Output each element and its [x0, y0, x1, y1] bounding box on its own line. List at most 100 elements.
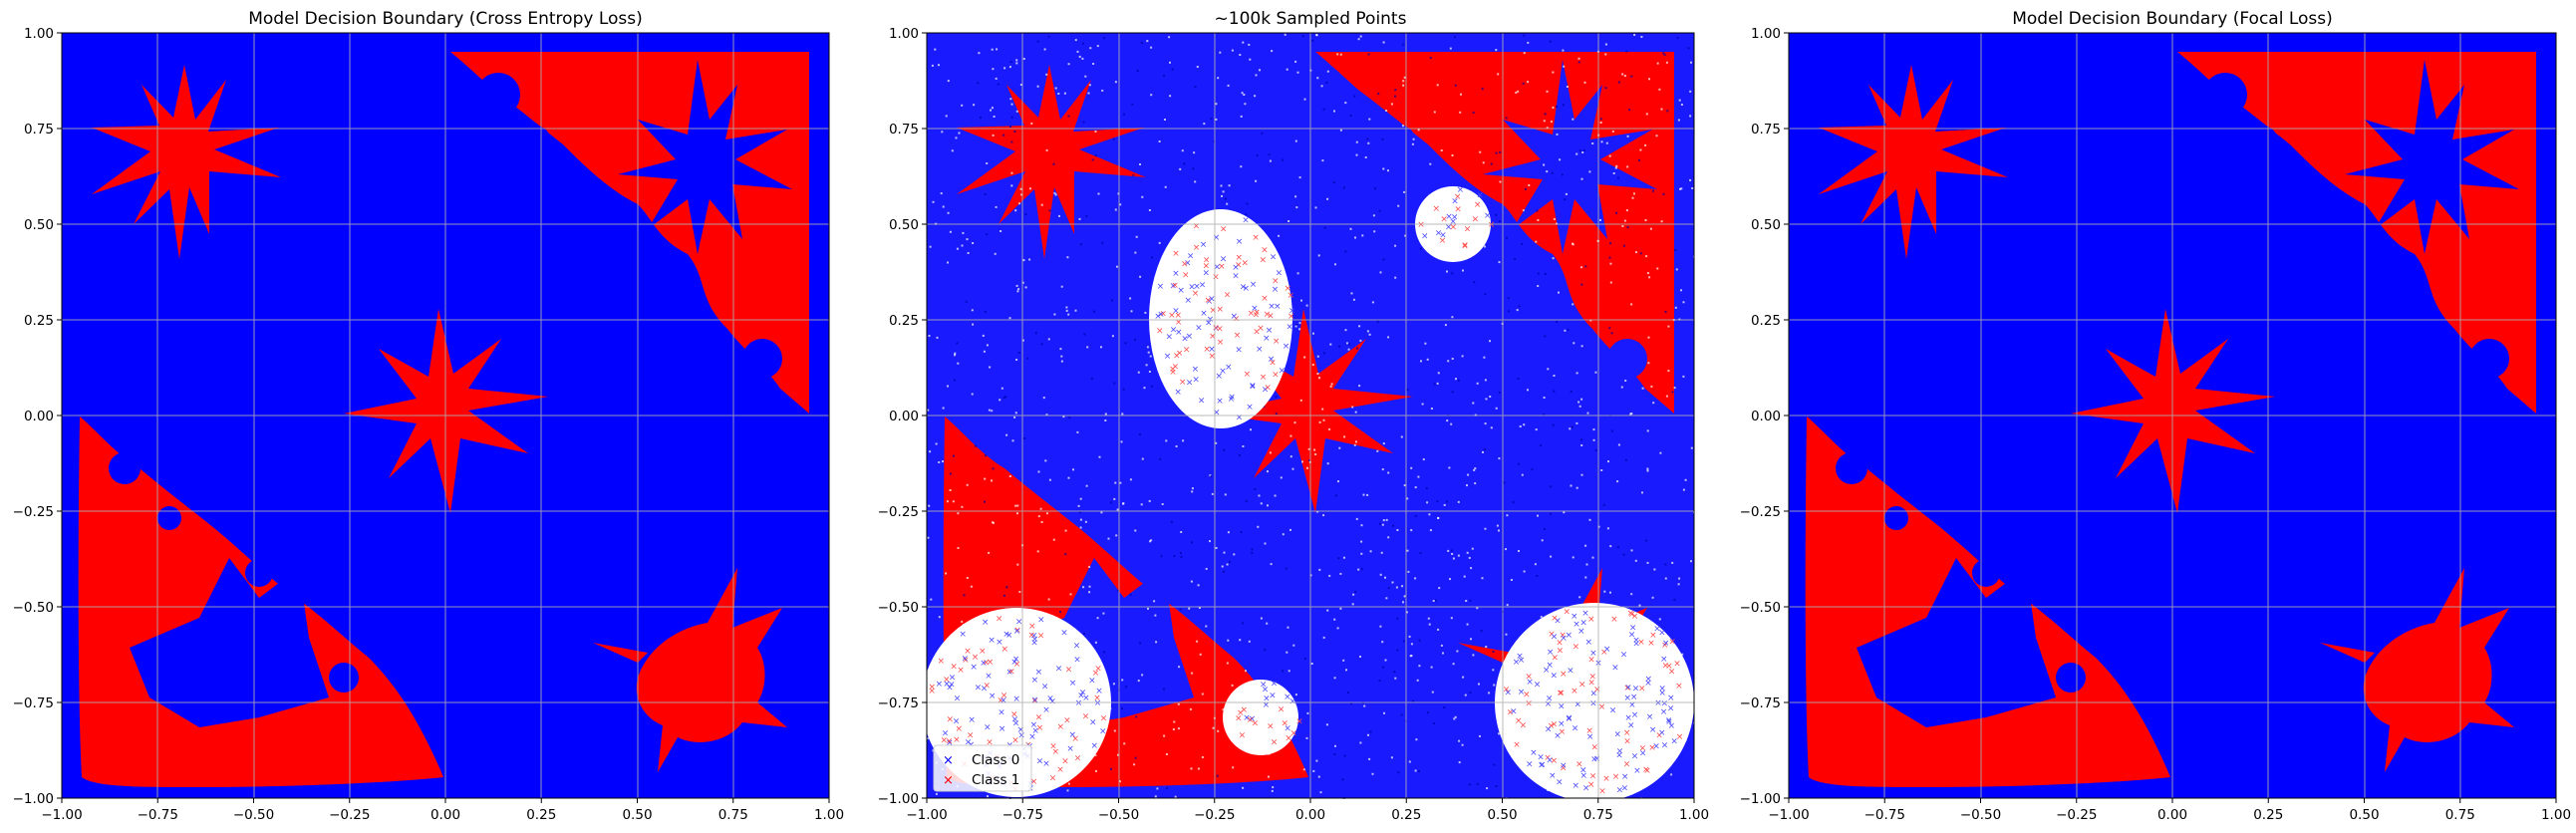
noise-point — [1112, 683, 1115, 686]
noise-point — [1599, 218, 1601, 221]
noise-point — [1403, 595, 1406, 598]
noise-point — [1113, 497, 1116, 500]
noise-point — [1282, 670, 1285, 673]
noise-point — [1065, 309, 1068, 312]
sparse-point: × — [1472, 215, 1480, 225]
noise-point — [1456, 650, 1459, 653]
noise-point — [1016, 563, 1019, 566]
noise-point — [1485, 646, 1488, 649]
sparse-point: × — [1566, 714, 1574, 724]
noise-point — [1395, 586, 1398, 589]
sparse-point: × — [1267, 721, 1275, 731]
noise-point — [1154, 795, 1157, 798]
noise-point — [1229, 560, 1231, 563]
sparse-point: × — [950, 663, 958, 673]
noise-point — [1139, 642, 1142, 645]
noise-point — [949, 489, 952, 491]
noise-point — [1658, 618, 1661, 621]
sparse-point: × — [1236, 237, 1244, 247]
noise-point — [1466, 484, 1468, 487]
noise-point — [1381, 666, 1384, 669]
noise-point — [1060, 360, 1063, 363]
noise-point — [1486, 787, 1489, 790]
noise-point — [1054, 87, 1057, 90]
noise-point — [1401, 585, 1404, 588]
sparse-point: × — [1049, 774, 1057, 784]
noise-point — [1289, 528, 1291, 531]
noise-point — [1325, 723, 1328, 726]
sparse-point: × — [1587, 679, 1595, 689]
sparse-point: × — [1554, 731, 1562, 741]
noise-point — [1410, 466, 1413, 469]
sparse-point: × — [1035, 668, 1043, 678]
noise-point — [1594, 448, 1597, 451]
sparse-point: × — [1551, 672, 1559, 682]
sparse-point: × — [1654, 698, 1662, 708]
noise-point — [1150, 46, 1153, 49]
noise-point — [1013, 130, 1016, 133]
noise-point — [1084, 520, 1087, 523]
noise-point — [1122, 502, 1125, 505]
noise-point — [1418, 639, 1421, 642]
noise-point — [1473, 468, 1476, 471]
sparse-point: × — [1154, 312, 1162, 322]
panel-cross-entropy: Model Decision Boundary (Cross Entropy L… — [13, 9, 844, 823]
noise-point — [1295, 323, 1298, 326]
sparse-point: × — [1046, 694, 1054, 703]
noise-point — [1009, 61, 1012, 63]
noise-point — [1387, 169, 1389, 172]
noise-point — [1067, 63, 1070, 66]
noise-point — [1469, 692, 1472, 694]
y-tick-label: 0.00 — [889, 409, 919, 424]
sparse-point: × — [1474, 200, 1482, 210]
noise-point — [1575, 486, 1578, 489]
sparse-point: × — [1454, 204, 1462, 214]
noise-point — [1580, 283, 1583, 286]
noise-point — [1096, 617, 1099, 620]
noise-point — [1150, 539, 1153, 542]
sparse-point: × — [1225, 363, 1233, 373]
noise-point — [947, 211, 950, 214]
noise-point — [1085, 484, 1088, 487]
sparse-point: × — [1089, 717, 1097, 727]
noise-point — [1407, 570, 1410, 573]
noise-point — [1015, 62, 1018, 65]
noise-point — [952, 500, 955, 503]
sparse-point: × — [1213, 324, 1221, 334]
sparse-point: × — [1551, 632, 1559, 642]
sparse-point: × — [1203, 268, 1211, 278]
noise-point — [1652, 189, 1654, 192]
noise-point — [1594, 371, 1597, 374]
noise-point — [947, 261, 949, 264]
sparse-point: × — [1231, 312, 1239, 322]
noise-point — [1227, 639, 1230, 642]
noise-point — [977, 82, 980, 85]
noise-point — [1251, 548, 1254, 551]
noise-point — [1638, 158, 1640, 161]
noise-point — [1544, 335, 1547, 338]
sparse-point: × — [1593, 754, 1601, 764]
noise-point — [1143, 387, 1146, 390]
sparse-point: × — [1559, 631, 1567, 641]
sparse-point: × — [1525, 672, 1533, 682]
noise-point — [1258, 494, 1261, 497]
noise-point — [1518, 305, 1521, 308]
noise-point — [1094, 754, 1097, 757]
noise-point — [1014, 504, 1017, 507]
panel-focal: Model Decision Boundary (Focal Loss) −1.… — [1740, 9, 2571, 823]
sparse-point: × — [1212, 273, 1220, 283]
noise-point — [988, 551, 991, 554]
noise-point — [1179, 167, 1182, 170]
noise-point — [1223, 448, 1226, 451]
noise-point — [1263, 406, 1266, 409]
noise-point — [1563, 65, 1566, 68]
sparse-point: × — [986, 738, 994, 748]
noise-point — [1037, 470, 1040, 473]
sparse-point: × — [1573, 781, 1580, 791]
noise-point — [1387, 471, 1390, 474]
noise-point — [1215, 118, 1218, 121]
sparse-point: × — [1244, 370, 1252, 380]
noise-point — [1498, 261, 1501, 264]
sparse-point: × — [1449, 217, 1457, 227]
sparse-point: × — [1203, 255, 1211, 265]
